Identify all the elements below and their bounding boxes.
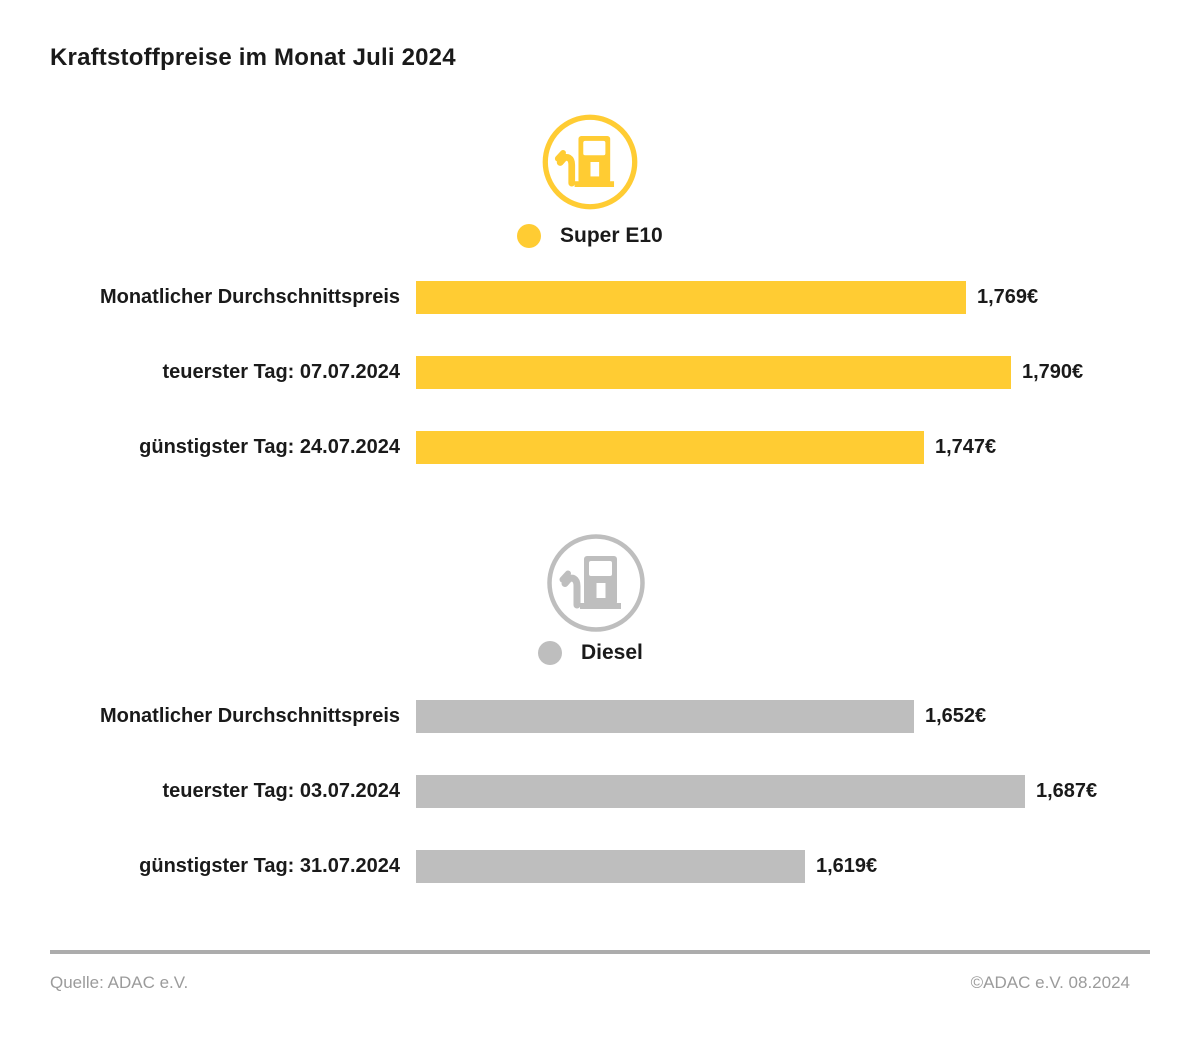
bar-value: 1,652€ [925, 705, 987, 727]
bar-row-super-average: Monatlicher Durchschnittspreis 1,769€ [0, 281, 1200, 314]
bar-value: 1,747€ [935, 436, 997, 458]
legend-dot-super-e10 [517, 224, 541, 248]
footer-divider [50, 950, 1150, 954]
fuel-pump-icon [540, 112, 640, 212]
source-note: Quelle: ADAC e.V. [50, 973, 189, 992]
legend-label-diesel: Diesel [581, 641, 643, 664]
bar-diesel-min [416, 850, 805, 883]
bar-diesel-max [416, 775, 1025, 808]
bar-diesel-average [416, 700, 914, 733]
bar-label: teuerster Tag: 03.07.2024 [162, 780, 400, 802]
bar-value: 1,619€ [816, 855, 878, 877]
fuel-pump-icon [544, 531, 648, 635]
bar-super-min [416, 431, 924, 464]
bar-super-average [416, 281, 966, 314]
bar-super-max [416, 356, 1011, 389]
bar-label: Monatlicher Durchschnittspreis [99, 705, 400, 727]
legend-dot-diesel [538, 641, 562, 665]
copyright-note: ©ADAC e.V. 08.2024 [970, 973, 1130, 992]
bar-label: teuerster Tag: 07.07.2024 [162, 361, 400, 383]
bar-value: 1,769€ [977, 286, 1039, 308]
bar-label: günstigster Tag: 31.07.2024 [139, 855, 400, 877]
legend-super-e10: Super E10 [517, 224, 663, 248]
page-title: Kraftstoffpreise im Monat Juli 2024 [50, 44, 456, 71]
bar-row-diesel-max: teuerster Tag: 03.07.2024 1,687€ [0, 775, 1200, 808]
bar-label: günstigster Tag: 24.07.2024 [139, 436, 400, 458]
bar-label: Monatlicher Durchschnittspreis [99, 286, 400, 308]
legend-diesel: Diesel [538, 641, 643, 665]
legend-label-super-e10: Super E10 [560, 224, 663, 247]
bar-row-super-max: teuerster Tag: 07.07.2024 1,790€ [0, 356, 1200, 389]
bar-value: 1,687€ [1036, 780, 1098, 802]
bar-row-diesel-average: Monatlicher Durchschnittspreis 1,652€ [0, 700, 1200, 733]
bar-value: 1,790€ [1022, 361, 1084, 383]
bar-row-diesel-min: günstigster Tag: 31.07.2024 1,619€ [0, 850, 1200, 883]
bar-row-super-min: günstigster Tag: 24.07.2024 1,747€ [0, 431, 1200, 464]
